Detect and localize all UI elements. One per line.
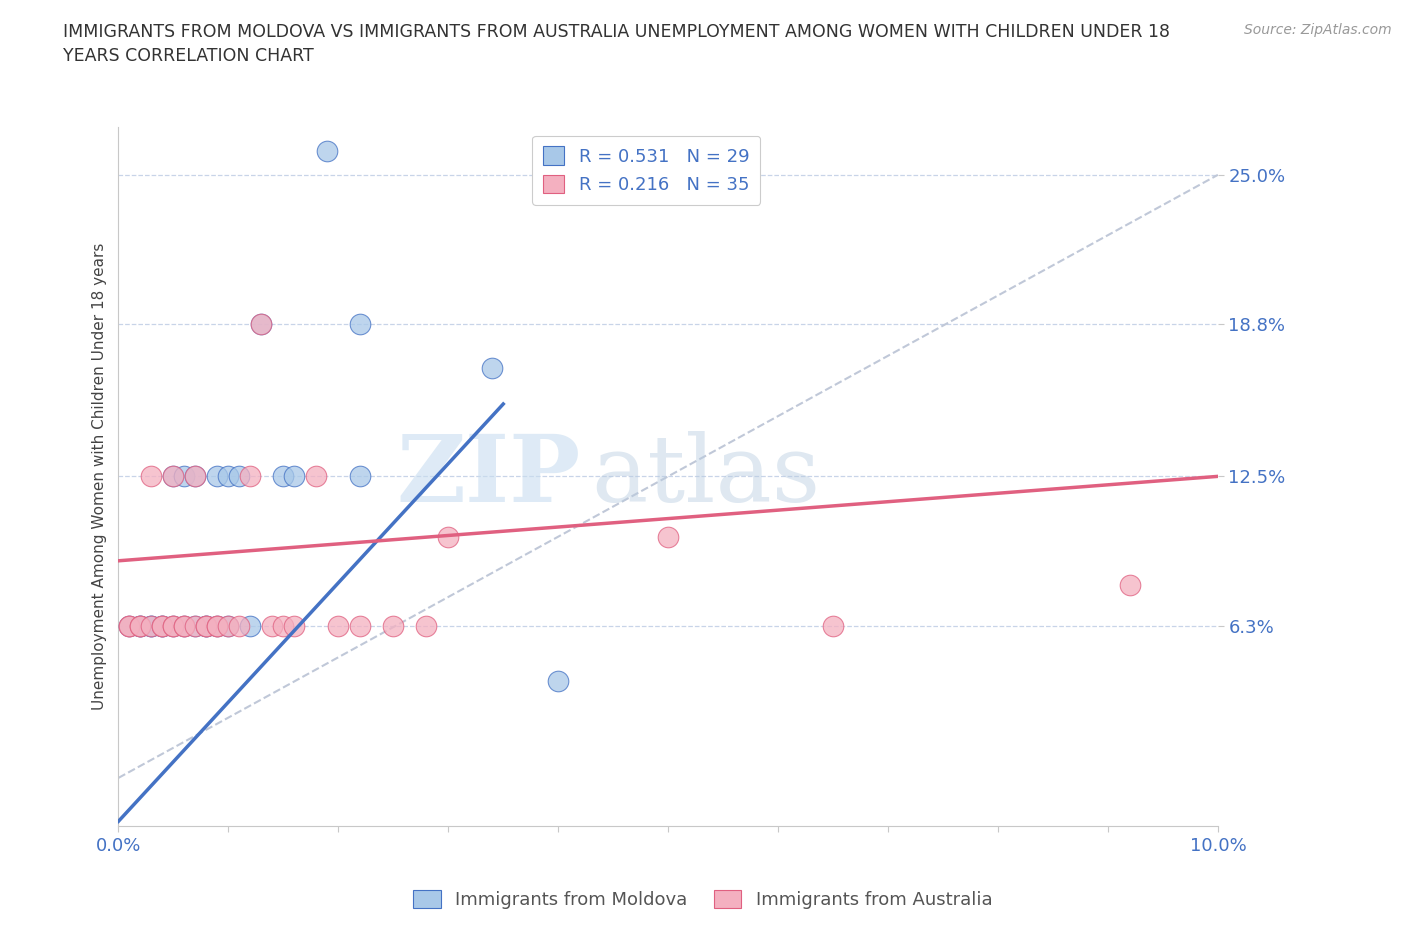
Point bbox=[162, 469, 184, 484]
Point bbox=[152, 618, 174, 633]
Point bbox=[273, 618, 295, 633]
Point bbox=[250, 317, 273, 332]
Point bbox=[283, 618, 305, 633]
Point bbox=[262, 618, 284, 633]
Point bbox=[141, 618, 163, 633]
Text: ZIP: ZIP bbox=[396, 432, 581, 522]
Point bbox=[184, 469, 207, 484]
Point bbox=[328, 618, 350, 633]
Point bbox=[283, 469, 305, 484]
Point bbox=[239, 469, 262, 484]
Point bbox=[207, 618, 229, 633]
Point bbox=[184, 618, 207, 633]
Point bbox=[217, 469, 239, 484]
Point bbox=[207, 618, 229, 633]
Point bbox=[273, 469, 295, 484]
Point bbox=[184, 618, 207, 633]
Point bbox=[129, 618, 152, 633]
Legend: Immigrants from Moldova, Immigrants from Australia: Immigrants from Moldova, Immigrants from… bbox=[406, 883, 1000, 916]
Point bbox=[437, 529, 460, 544]
Point bbox=[547, 674, 569, 689]
Legend: R = 0.531   N = 29, R = 0.216   N = 35: R = 0.531 N = 29, R = 0.216 N = 35 bbox=[531, 136, 761, 205]
Point bbox=[195, 618, 218, 633]
Point bbox=[129, 618, 152, 633]
Point bbox=[217, 618, 239, 633]
Point bbox=[173, 469, 195, 484]
Point bbox=[207, 618, 229, 633]
Point bbox=[349, 469, 371, 484]
Text: Source: ZipAtlas.com: Source: ZipAtlas.com bbox=[1244, 23, 1392, 37]
Point bbox=[195, 618, 218, 633]
Point bbox=[217, 618, 239, 633]
Point bbox=[250, 317, 273, 332]
Text: IMMIGRANTS FROM MOLDOVA VS IMMIGRANTS FROM AUSTRALIA UNEMPLOYMENT AMONG WOMEN WI: IMMIGRANTS FROM MOLDOVA VS IMMIGRANTS FR… bbox=[63, 23, 1170, 65]
Point bbox=[129, 618, 152, 633]
Point bbox=[152, 618, 174, 633]
Point bbox=[657, 529, 679, 544]
Point bbox=[118, 618, 141, 633]
Point bbox=[184, 469, 207, 484]
Point bbox=[316, 143, 339, 158]
Point bbox=[162, 618, 184, 633]
Point bbox=[173, 618, 195, 633]
Point bbox=[118, 618, 141, 633]
Point bbox=[305, 469, 328, 484]
Point bbox=[228, 469, 250, 484]
Point bbox=[382, 618, 405, 633]
Point bbox=[239, 618, 262, 633]
Point bbox=[152, 618, 174, 633]
Point bbox=[823, 618, 845, 633]
Point bbox=[141, 618, 163, 633]
Point bbox=[195, 618, 218, 633]
Point bbox=[415, 618, 437, 633]
Point bbox=[481, 361, 503, 376]
Point bbox=[162, 618, 184, 633]
Y-axis label: Unemployment Among Women with Children Under 18 years: Unemployment Among Women with Children U… bbox=[93, 243, 107, 710]
Point bbox=[195, 618, 218, 633]
Point bbox=[141, 469, 163, 484]
Point bbox=[1119, 578, 1142, 592]
Point bbox=[162, 618, 184, 633]
Point bbox=[349, 618, 371, 633]
Point bbox=[141, 618, 163, 633]
Point bbox=[228, 618, 250, 633]
Text: atlas: atlas bbox=[591, 432, 821, 522]
Point bbox=[207, 469, 229, 484]
Point bbox=[129, 618, 152, 633]
Point bbox=[173, 618, 195, 633]
Point bbox=[173, 618, 195, 633]
Point bbox=[162, 469, 184, 484]
Point bbox=[349, 317, 371, 332]
Point bbox=[118, 618, 141, 633]
Point bbox=[152, 618, 174, 633]
